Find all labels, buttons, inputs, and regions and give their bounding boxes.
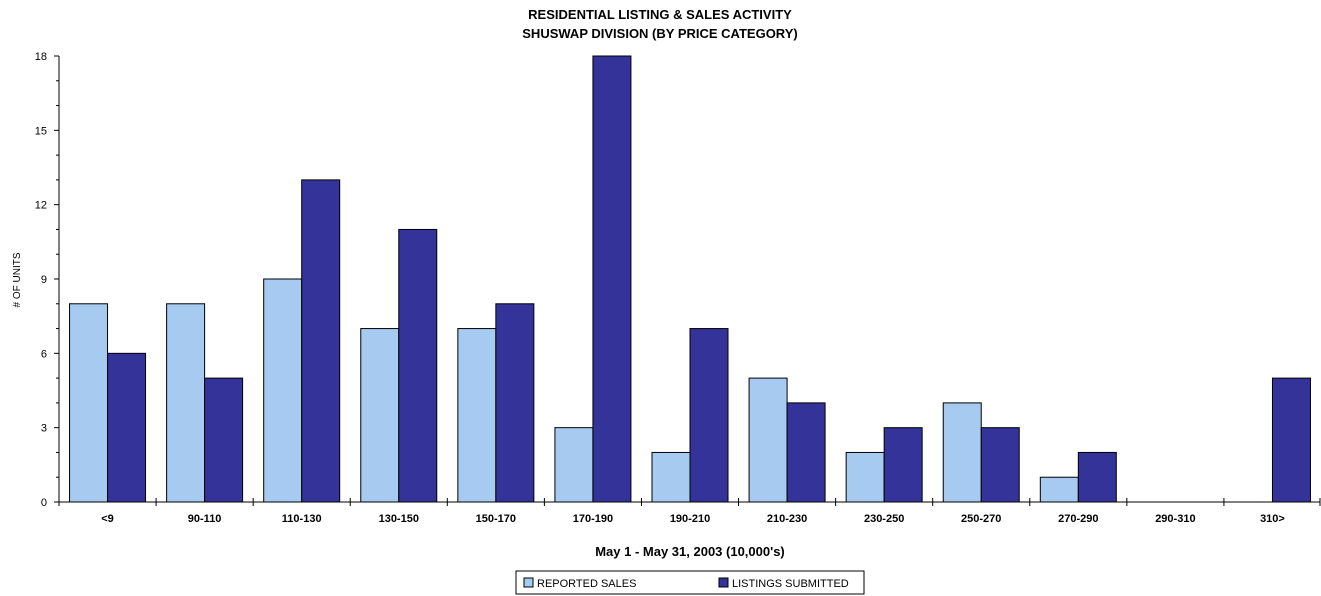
bar-reported-sales: [554, 427, 594, 503]
x-tick-label: 250-270: [961, 513, 1001, 525]
bar-listings-submitted: [1271, 377, 1311, 503]
y-tick-label: 15: [35, 125, 47, 137]
x-tick-label: 270-290: [1058, 513, 1098, 525]
bar-reported-sales: [360, 328, 400, 503]
x-tick-label: 150-170: [476, 513, 516, 525]
y-tick-label: 18: [35, 51, 47, 63]
bar-listings-submitted: [107, 352, 147, 503]
y-tick-label: 9: [41, 274, 47, 286]
bar-listings-submitted: [592, 55, 632, 503]
y-axis-label: # OF UNITS: [12, 252, 23, 307]
x-tick-label: 90-110: [188, 513, 222, 525]
bars: [69, 55, 1311, 503]
x-tick-label: 190-210: [670, 513, 710, 525]
bar-reported-sales: [748, 377, 788, 503]
bar-listings-submitted: [1077, 451, 1117, 503]
bar-listings-submitted: [204, 377, 244, 503]
x-tick-label: 110-130: [282, 513, 322, 525]
x-tick-label: <9: [101, 513, 114, 525]
y-tick-label: 12: [35, 200, 47, 212]
bar-reported-sales: [457, 328, 497, 503]
chart-subtitle: SHUSWAP DIVISION (BY PRICE CATEGORY): [522, 26, 797, 41]
x-tick-label: 310>: [1260, 513, 1285, 525]
x-axis-label: May 1 - May 31, 2003 (10,000's): [595, 544, 785, 559]
x-tick-label: 230-250: [864, 513, 904, 525]
bar-listings-submitted: [786, 402, 826, 503]
x-axis: <9 90-110 110-130 130-150 150-170 170-190 190-…: [58, 498, 1321, 525]
x-tick-label: 210-230: [767, 513, 807, 525]
bar-listings-submitted: [495, 303, 535, 503]
legend-swatch-listings-submitted: [718, 577, 729, 588]
y-tick-label: 0: [41, 497, 47, 509]
bar-reported-sales: [942, 402, 982, 503]
bar-listings-submitted: [689, 328, 729, 503]
bar-listings-submitted: [980, 427, 1020, 503]
legend: REPORTED SALES LISTINGS SUBMITTED: [515, 570, 865, 595]
x-tick-label: 290-310: [1155, 513, 1195, 525]
y-tick-label: 6: [41, 348, 47, 360]
bar-listings-submitted: [398, 228, 438, 503]
legend-label-reported-sales: REPORTED SALES: [537, 578, 636, 590]
bar-reported-sales: [1039, 476, 1079, 503]
bar-reported-sales: [651, 451, 691, 503]
legend-label-listings-submitted: LISTINGS SUBMITTED: [732, 578, 849, 590]
x-tick-label: 170-190: [573, 513, 613, 525]
bar-reported-sales: [69, 303, 109, 503]
y-axis: 0 3 6 9 12 15 18: [35, 51, 60, 509]
bar-reported-sales: [166, 303, 206, 503]
bar-reported-sales: [263, 278, 303, 503]
bar-listings-submitted: [883, 427, 923, 503]
chart-title: RESIDENTIAL LISTING & SALES ACTIVITY: [528, 7, 792, 22]
x-tick-label: 130-150: [379, 513, 419, 525]
legend-box: [515, 570, 865, 595]
y-tick-label: 3: [41, 423, 47, 435]
legend-swatch-reported-sales: [523, 577, 534, 588]
bar-listings-submitted: [301, 179, 341, 503]
bar-reported-sales: [845, 451, 885, 503]
